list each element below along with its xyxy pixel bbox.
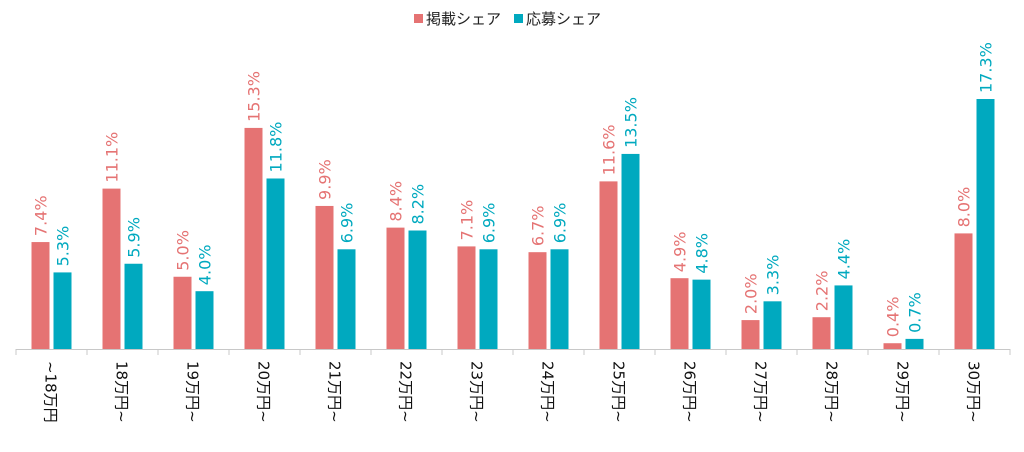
data-label: 5.3% [54,226,73,267]
bar-application-share [408,230,427,349]
bar-listing-share [386,227,405,349]
data-label: 6.9% [338,203,357,244]
bar-listing-share [670,278,689,349]
data-label: 5.0% [174,230,193,271]
bar-listing-share [244,127,263,349]
category-label: 23万円~ [468,361,486,423]
legend-swatch-listing-share [414,14,423,23]
category-labels: ~18万円 18万円~ 19万円~ 20万円~ 21万円~ 22万円~ 23万円~ 24万円~… [42,361,983,423]
data-label: 15.3% [245,71,264,122]
bar-listing-share [954,233,973,349]
bar-application-share [479,249,498,349]
data-label: 8.2% [409,184,428,225]
data-label: 4.0% [196,245,215,286]
data-label: 9.9% [316,159,335,200]
bar-application-share [266,178,285,349]
bar-listing-share [31,242,50,349]
category-label: 20万円~ [255,361,273,423]
data-label: 2.0% [742,273,761,314]
category-label: 28万円~ [823,361,841,423]
bar-listing-share [528,252,547,349]
data-label: 2.2% [813,271,832,312]
x-axis-ticks [15,349,1011,355]
bar-listing-share [599,181,618,349]
bar-listing-share [457,246,476,349]
legend: 掲載シェア 応募シェア [414,10,601,28]
bar-application-share [692,279,711,349]
bar-listing-share [741,320,760,349]
data-label: 11.1% [103,132,122,183]
bar-listing-share [315,205,334,349]
legend-label-application-share: 応募シェア [526,10,601,28]
category-label: ~18万円 [42,361,60,423]
category-label: 18万円~ [113,361,131,423]
bar-application-share [976,99,995,349]
bar-application-share [53,272,72,349]
category-label: 26万円~ [681,361,699,423]
legend-swatch-application-share [514,14,523,23]
bar-application-share [905,338,924,349]
category-label: 30万円~ [965,361,983,423]
category-label: 25万円~ [610,361,628,423]
bar-application-share [834,285,853,349]
data-label: 13.5% [622,97,641,148]
data-label: 17.3% [977,42,996,93]
data-label: 0.7% [906,292,925,333]
data-label: 6.9% [480,203,499,244]
category-label: 27万円~ [752,361,770,423]
data-label: 11.6% [600,125,619,176]
data-label: 6.9% [551,203,570,244]
category-label: 29万円~ [894,361,912,423]
bar-application-share [195,291,214,349]
category-label: 24万円~ [539,361,557,423]
bar-application-share [763,301,782,349]
bar-listing-share [812,317,831,349]
bars [31,99,995,349]
bar-application-share [337,249,356,349]
category-label: 21万円~ [326,361,344,423]
bar-application-share [621,153,640,349]
data-label: 4.4% [835,239,854,280]
data-label: 4.8% [693,233,712,274]
data-label: 6.7% [529,206,548,247]
data-label: 3.3% [764,255,783,296]
value-labels: 7.4%5.3%11.1%5.9% 5.0% 4.0%15.3%11.8%9.9%6… [32,42,996,337]
bar-application-share [124,263,143,349]
data-label: 5.9% [125,217,144,258]
bar-application-share [550,249,569,349]
bar-listing-share [173,276,192,349]
data-label: 11.8% [267,122,286,173]
data-label: 8.0% [955,187,974,228]
bar-listing-share [102,188,121,349]
data-label: 8.4% [387,181,406,222]
category-label: 19万円~ [184,361,202,423]
data-label: 4.9% [671,232,690,273]
data-label: 0.4% [884,297,903,338]
data-label: 7.4% [32,195,51,236]
category-label: 22万円~ [397,361,415,423]
legend-label-listing-share: 掲載シェア [426,10,501,28]
data-label: 7.1% [458,200,477,241]
bar-listing-share [883,343,902,349]
